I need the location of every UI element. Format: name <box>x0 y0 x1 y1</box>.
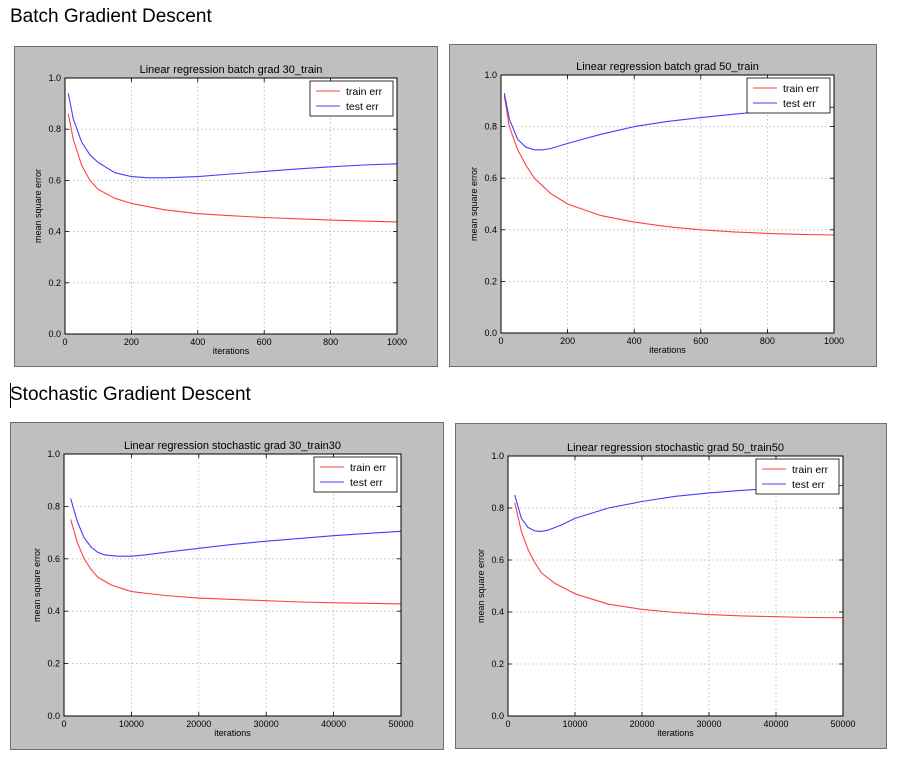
legend-label-train-err: train err <box>792 464 829 476</box>
y-tick-label: 0.8 <box>484 122 497 132</box>
x-axis-label: iterations <box>214 728 251 738</box>
y-tick-label: 0.4 <box>484 225 497 235</box>
series-line-train-err <box>67 113 398 223</box>
y-tick-label: 0.2 <box>484 276 497 286</box>
chart-title: Linear regression batch grad 30_train <box>140 64 323 76</box>
legend-label-test-err: test err <box>792 479 825 491</box>
chart-batch-30-train-svg: 0 200 400 600 800 1000 0.0 0.2 0.4 0.6 0.8 1.0 Linea… <box>15 47 437 366</box>
chart-batch-50-train: 0 200 400 600 800 1000 0.0 0.2 0.4 0.6 0.8 1.0 Linea… <box>449 44 877 367</box>
series-line-train-err <box>70 519 402 605</box>
x-tick-label: 400 <box>190 337 205 347</box>
x-tick-label: 50000 <box>830 719 855 729</box>
legend-label-train-err: train err <box>350 462 387 474</box>
x-tick-label: 40000 <box>763 719 788 729</box>
x-tick-label: 0 <box>61 719 66 729</box>
legend-box <box>746 77 831 114</box>
x-tick-label: 20000 <box>629 719 654 729</box>
x-tick-label: 30000 <box>696 719 721 729</box>
y-tick-label: 0.2 <box>48 278 61 288</box>
y-tick-label: 0.6 <box>47 554 60 564</box>
chart-title: Linear regression batch grad 50_train <box>576 61 759 73</box>
x-tick-label: 600 <box>257 337 272 347</box>
plot-area <box>508 456 843 716</box>
x-tick-label: 20000 <box>186 719 211 729</box>
y-tick-label: 0.4 <box>47 606 60 616</box>
y-tick-label: 0.8 <box>47 501 60 511</box>
plot-border <box>63 453 402 717</box>
x-tick-label: 1000 <box>387 337 407 347</box>
x-tick-label: 40000 <box>321 719 346 729</box>
y-tick-label: 0.8 <box>48 124 61 134</box>
x-tick-label: 50000 <box>388 719 413 729</box>
y-tick-label: 0.0 <box>47 711 60 721</box>
batch-gradient-descent-heading: Batch Gradient Descent <box>10 6 212 27</box>
legend-label-train-err: train err <box>346 86 383 98</box>
y-tick-label: 0.8 <box>491 503 504 513</box>
plot-border <box>64 77 398 335</box>
x-axis-label: iterations <box>213 346 250 356</box>
legend-label-test-err: test err <box>346 101 379 113</box>
y-tick-label: 0.2 <box>47 659 60 669</box>
series-line-test-err <box>67 93 398 179</box>
stochastic-gradient-descent-heading: Stochastic Gradient Descent <box>10 384 251 405</box>
chart-stochastic-30-train30-svg: 0 10000 20000 30000 40000 50000 0.0 0.2 0.4 0.6 0.… <box>11 423 443 749</box>
legend-label-test-err: test err <box>350 477 383 489</box>
plot-area <box>64 454 401 716</box>
plot-area <box>65 78 397 334</box>
x-axis-label: iterations <box>649 345 686 355</box>
x-tick-label: 800 <box>760 336 775 346</box>
y-tick-label: 0.6 <box>48 175 61 185</box>
legend-box <box>313 456 398 493</box>
y-tick-label: 1.0 <box>47 449 60 459</box>
y-tick-label: 0.6 <box>491 555 504 565</box>
series-line-train-err <box>503 95 835 236</box>
y-tick-label: 1.0 <box>484 70 497 80</box>
x-tick-label: 600 <box>693 336 708 346</box>
y-tick-label: 0.0 <box>48 329 61 339</box>
x-tick-label: 10000 <box>562 719 587 729</box>
y-tick-label: 0.0 <box>484 328 497 338</box>
y-axis-label: mean square error <box>469 167 479 241</box>
chart-batch-30-train: 0 200 400 600 800 1000 0.0 0.2 0.4 0.6 0.8 1.0 Linea… <box>14 46 438 367</box>
y-axis-label: mean square error <box>32 548 42 622</box>
legend-label-test-err: test err <box>783 98 816 110</box>
series-line-train-err <box>514 502 844 619</box>
legend-box <box>755 458 840 495</box>
y-tick-label: 0.6 <box>484 173 497 183</box>
y-tick-label: 0.4 <box>48 227 61 237</box>
x-tick-label: 0 <box>498 336 503 346</box>
x-tick-label: 0 <box>62 337 67 347</box>
y-tick-label: 1.0 <box>491 451 504 461</box>
y-axis-label: mean square error <box>476 549 486 623</box>
plot-border <box>507 455 844 717</box>
x-tick-label: 10000 <box>119 719 144 729</box>
plot-area <box>501 75 834 333</box>
y-tick-label: 0.4 <box>491 607 504 617</box>
x-tick-label: 200 <box>560 336 575 346</box>
series-line-test-err <box>70 498 402 557</box>
x-axis-label: iterations <box>657 728 694 738</box>
chart-stochastic-50-train50-svg: 0 10000 20000 30000 40000 50000 0.0 0.2 0.4 0.6 0.… <box>456 424 886 748</box>
plot-border <box>500 74 835 334</box>
y-tick-label: 1.0 <box>48 73 61 83</box>
chart-stochastic-50-train50: 0 10000 20000 30000 40000 50000 0.0 0.2 0.4 0.6 0.… <box>455 423 887 749</box>
y-axis-label: mean square error <box>33 169 43 243</box>
chart-title: Linear regression stochastic grad 30_tra… <box>124 440 341 452</box>
x-tick-label: 0 <box>505 719 510 729</box>
chart-batch-50-train-svg: 0 200 400 600 800 1000 0.0 0.2 0.4 0.6 0.8 1.0 Linea… <box>450 45 876 366</box>
x-tick-label: 30000 <box>254 719 279 729</box>
x-tick-label: 200 <box>124 337 139 347</box>
x-tick-label: 1000 <box>824 336 844 346</box>
y-tick-label: 0.0 <box>491 711 504 721</box>
legend-box <box>309 80 394 117</box>
chart-stochastic-30-train30: 0 10000 20000 30000 40000 50000 0.0 0.2 0.4 0.6 0.… <box>10 422 444 750</box>
legend-label-train-err: train err <box>783 83 820 95</box>
x-tick-label: 400 <box>627 336 642 346</box>
chart-title: Linear regression stochastic grad 50_tra… <box>567 442 784 454</box>
text-cursor <box>10 383 11 408</box>
x-tick-label: 800 <box>323 337 338 347</box>
y-tick-label: 0.2 <box>491 659 504 669</box>
